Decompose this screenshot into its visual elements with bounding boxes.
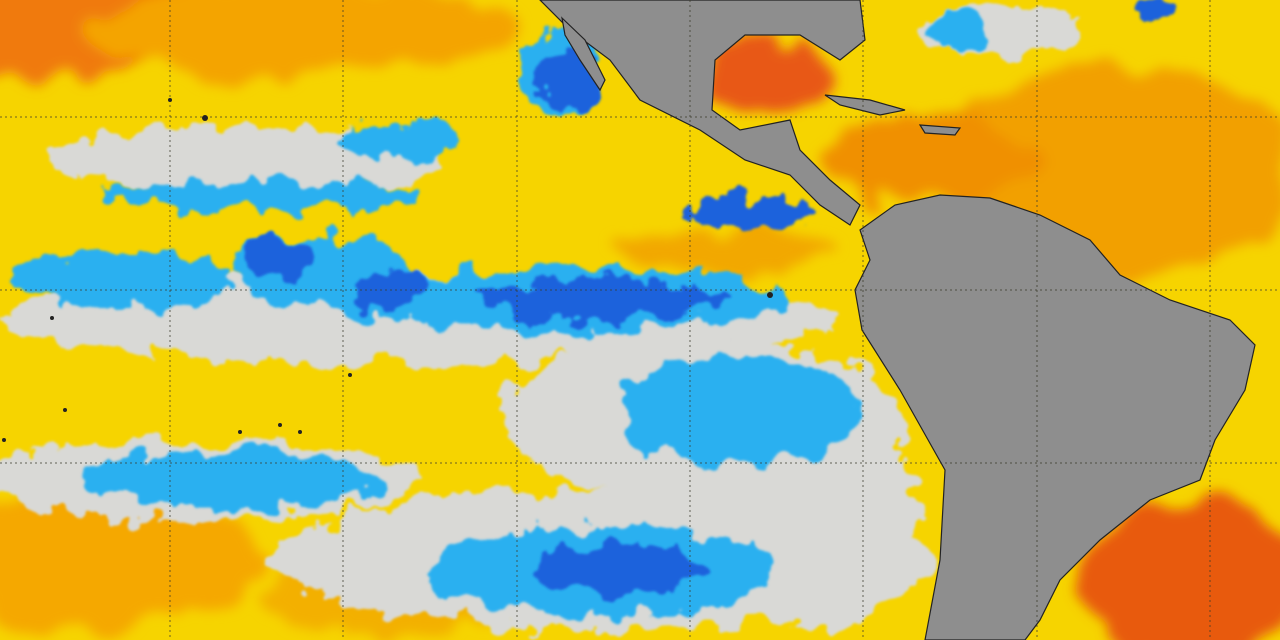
cool-patch	[100, 181, 420, 209]
island	[348, 373, 352, 377]
island	[63, 408, 67, 412]
cool-patch	[930, 10, 990, 50]
cool-patch	[80, 450, 380, 510]
strong-cool-patch	[480, 280, 720, 320]
warm-patch	[80, 0, 520, 75]
island	[50, 316, 54, 320]
cool-patch	[620, 355, 860, 465]
warm-patch	[820, 120, 1040, 200]
warm-patch	[0, 490, 260, 630]
land	[539, 0, 1256, 640]
south-america	[854, 194, 1256, 640]
island	[298, 430, 302, 434]
island	[202, 115, 208, 121]
strong-cool-patch	[245, 238, 315, 282]
hispaniola	[918, 124, 962, 136]
baja-california	[561, 16, 606, 92]
island	[238, 430, 242, 434]
island	[2, 438, 6, 442]
north-america	[539, 0, 866, 226]
islands	[2, 98, 773, 442]
island	[767, 292, 773, 298]
gulf-warm	[710, 40, 830, 120]
warm-patch	[610, 228, 830, 272]
warm-patch	[1070, 500, 1280, 640]
cool-patch	[10, 250, 230, 310]
cool-patch	[340, 120, 460, 160]
strong-cool-patch	[530, 545, 710, 595]
cuba	[824, 94, 906, 116]
strong-cool-patch	[690, 194, 810, 230]
strong-cool-patch	[1135, 0, 1175, 22]
island	[278, 423, 282, 427]
island	[168, 98, 172, 102]
neutral-patch	[720, 410, 920, 630]
